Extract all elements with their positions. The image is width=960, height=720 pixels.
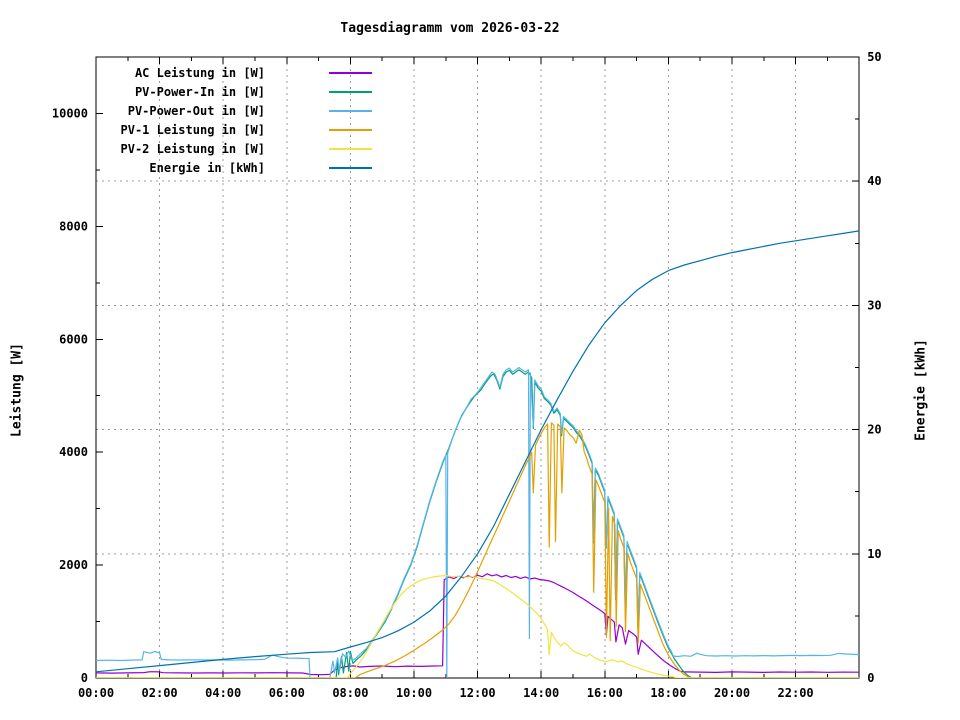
y-left-tick-label: 2000: [59, 558, 88, 572]
legend-line-sample-ac-leistung: [329, 71, 372, 74]
legend-item-pv2-leistung: PV-2 Leistung in [W]: [105, 139, 372, 158]
x-tick-label: 20:00: [714, 686, 750, 700]
x-tick-label: 14:00: [523, 686, 559, 700]
y-right-tick-label: 30: [867, 298, 881, 312]
legend: AC Leistung in [W] PV-Power-In in [W] PV-P…: [105, 63, 372, 177]
legend-line-sample-pv-power-in: [329, 90, 372, 93]
y-right-tick-label: 0: [867, 671, 874, 685]
tick-labels: 00:00 02:00 04:00 06:00 08:00 10:00 12:00 14:00…: [52, 50, 882, 700]
legend-item-pv-power-in: PV-Power-In in [W]: [105, 82, 372, 101]
legend-label-pv-power-in: PV-Power-In in [W]: [134, 84, 265, 99]
legend-line-sample-pv1-leistung: [329, 128, 372, 131]
legend-item-ac-leistung: AC Leistung in [W]: [105, 63, 372, 82]
x-tick-label: 18:00: [650, 686, 686, 700]
y-left-tick-label: 4000: [59, 445, 88, 459]
x-tick-label: 08:00: [332, 686, 368, 700]
legend-label-pv1-leistung: PV-1 Leistung in [W]: [120, 122, 266, 137]
legend-line-sample-pv-power-out: [329, 109, 372, 112]
legend-item-pv1-leistung: PV-1 Leistung in [W]: [105, 120, 372, 139]
x-tick-label: 16:00: [587, 686, 623, 700]
y-right-tick-label: 10: [867, 547, 881, 561]
y-left-tick-label: 8000: [59, 219, 88, 233]
x-tick-label: 22:00: [778, 686, 814, 700]
y-left-tick-label: 6000: [59, 332, 88, 346]
series-line-pv2-leistung: [96, 574, 860, 678]
x-tick-label: 04:00: [205, 686, 241, 700]
legend-label-energie: Energie in [kWh]: [149, 160, 265, 175]
y-left-tick-label: 10000: [52, 106, 88, 120]
series-line-energie: [96, 230, 860, 673]
x-tick-label: 06:00: [269, 686, 305, 700]
y-right-tick-label: 50: [867, 50, 881, 64]
x-tick-label: 02:00: [142, 686, 178, 700]
legend-item-energie: Energie in [kWh]: [105, 158, 372, 177]
legend-line-sample-energie: [329, 166, 372, 169]
series-line-pv-power-out: [96, 366, 860, 678]
y-right-tick-label: 20: [867, 423, 881, 437]
legend-label-ac-leistung: AC Leistung in [W]: [134, 65, 265, 80]
x-tick-label: 00:00: [78, 686, 114, 700]
y-left-tick-label: 0: [81, 671, 88, 685]
x-tick-label: 12:00: [460, 686, 496, 700]
legend-label-pv2-leistung: PV-2 Leistung in [W]: [120, 141, 266, 156]
series-line-pv-power-in: [96, 369, 860, 678]
x-tick-label: 10:00: [396, 686, 432, 700]
y-right-tick-label: 40: [867, 174, 881, 188]
legend-line-sample-pv2-leistung: [329, 147, 372, 150]
series-line-pv1-leistung: [96, 422, 860, 678]
chart-title: Tagesdiagramm vom 2026-03-22: [340, 21, 560, 36]
legend-label-pv-power-out: PV-Power-Out in [W]: [127, 103, 265, 118]
legend-item-pv-power-out: PV-Power-Out in [W]: [105, 101, 372, 120]
